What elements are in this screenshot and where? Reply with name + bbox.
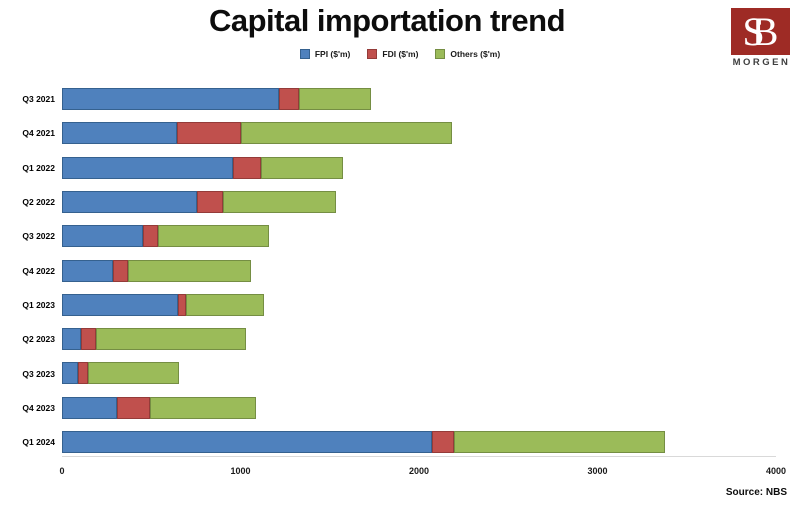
bar-segment-fpi xyxy=(62,122,177,145)
legend-swatch-others-icon xyxy=(435,49,446,59)
x-tick-label: 1000 xyxy=(230,466,251,476)
stacked-bar xyxy=(62,156,343,179)
category-label: Q4 2023 xyxy=(22,402,55,413)
chart-row-q4-2023: Q4 2023 xyxy=(0,391,800,425)
stacked-bar xyxy=(62,122,453,145)
bar-segment-fpi xyxy=(62,431,433,453)
sbm-logo-monogram-b: B xyxy=(751,8,779,54)
stacked-bar xyxy=(62,396,257,419)
bar-segment-fdi xyxy=(143,225,158,248)
chart-row-q1-2024: Q1 2024 xyxy=(0,425,800,459)
stacked-bar xyxy=(62,259,252,282)
bar-segment-others xyxy=(88,362,179,385)
bar-segment-others xyxy=(453,431,665,453)
chart-row-q3-2023: Q3 2023 xyxy=(0,356,800,390)
legend-label-fdi: FDI ($'m) xyxy=(382,49,419,59)
bar-segment-fpi xyxy=(62,259,114,282)
stacked-bar xyxy=(62,225,269,248)
bar-segment-fdi xyxy=(232,156,261,179)
bar-segment-others xyxy=(223,190,337,213)
bar-segment-others xyxy=(186,293,265,316)
bar-segment-fdi xyxy=(113,259,129,282)
legend-label-fpi: FPI ($'m) xyxy=(314,49,351,59)
bar-segment-fpi xyxy=(62,362,78,385)
chart-row-q3-2021: Q3 2021 xyxy=(0,82,800,116)
category-label: Q3 2022 xyxy=(22,231,55,242)
category-label: Q4 2022 xyxy=(22,265,55,276)
stacked-bar xyxy=(62,190,337,213)
legend-item-others: Others ($'m) xyxy=(435,49,500,59)
sbm-logo-monogram-s: S xyxy=(742,8,765,54)
chart-row-q1-2023: Q1 2023 xyxy=(0,288,800,322)
bar-segment-others xyxy=(157,225,269,248)
legend-item-fdi: FDI ($'m) xyxy=(367,49,418,59)
chart-row-q2-2022: Q2 2022 xyxy=(0,185,800,219)
chart-title: Capital importation trend xyxy=(208,3,566,38)
chart-row-q4-2022: Q4 2022 xyxy=(0,254,800,288)
category-label: Q1 2024 xyxy=(22,437,55,448)
stacked-bar xyxy=(62,431,665,453)
bar-segment-fdi xyxy=(176,122,241,145)
category-label: Q3 2023 xyxy=(22,368,55,379)
bar-segment-fdi xyxy=(117,396,151,419)
category-label: Q2 2023 xyxy=(22,334,55,345)
category-label: Q4 2021 xyxy=(22,128,55,139)
bar-segment-fdi xyxy=(279,88,299,110)
bar-segment-fdi xyxy=(177,293,187,316)
x-axis-line xyxy=(62,456,776,457)
x-tick-label: 0 xyxy=(59,466,65,476)
bar-segment-fpi xyxy=(62,225,144,248)
bar-segment-others xyxy=(240,122,453,145)
stacked-bar xyxy=(62,88,371,110)
bar-segment-fpi xyxy=(62,293,178,316)
x-tick-label: 2000 xyxy=(408,466,430,476)
sbm-logo: S B MORGEN xyxy=(731,8,790,68)
bar-segment-fpi xyxy=(62,190,198,213)
bar-segment-fdi xyxy=(81,328,97,351)
legend-swatch-fpi-icon xyxy=(299,49,310,59)
bar-segment-others xyxy=(150,396,257,419)
bar-segment-others xyxy=(298,88,371,110)
legend-item-fpi: FPI ($'m) xyxy=(299,49,351,59)
x-tick-label: 4000 xyxy=(765,466,787,476)
bar-segment-others xyxy=(260,156,343,179)
bar-segment-others xyxy=(96,328,246,351)
category-label: Q1 2022 xyxy=(22,162,55,173)
bar-segment-fdi xyxy=(432,431,454,453)
bar-segment-fpi xyxy=(62,88,280,110)
source-note: Source: NBS xyxy=(725,487,787,498)
chart-legend: FPI ($'m) FDI ($'m) Others ($'m) xyxy=(0,49,800,59)
category-label: Q3 2021 xyxy=(22,94,55,105)
category-label: Q2 2022 xyxy=(22,197,55,208)
stacked-bar xyxy=(62,362,179,385)
bar-segment-fpi xyxy=(62,396,118,419)
chart-row-q1-2022: Q1 2022 xyxy=(0,151,800,185)
stacked-bar xyxy=(62,293,265,316)
legend-label-others: Others ($'m) xyxy=(450,49,501,59)
plot-area: Q3 2021 Q4 2021 Q1 2022 Q2 2022 Q3 2022 Q4 20… xyxy=(0,82,800,460)
chart-row-q3-2022: Q3 2022 xyxy=(0,219,800,253)
sbm-logo-box: S B xyxy=(731,8,790,55)
stacked-bar xyxy=(62,328,246,351)
bar-segment-fdi xyxy=(77,362,89,385)
x-tick-label: 3000 xyxy=(587,466,608,476)
legend-swatch-fdi-icon xyxy=(367,49,378,59)
bar-segment-fpi xyxy=(62,156,233,179)
chart-row-q2-2023: Q2 2023 xyxy=(0,322,800,356)
chart-row-q4-2021: Q4 2021 xyxy=(0,116,800,150)
sbm-logo-name: MORGEN xyxy=(732,57,791,68)
category-label: Q1 2023 xyxy=(22,299,55,310)
x-axis-ticks: 0 1000 2000 3000 4000 xyxy=(0,466,800,478)
bar-segment-fpi xyxy=(62,328,82,351)
bar-segment-others xyxy=(128,259,252,282)
bar-segment-fdi xyxy=(197,190,224,213)
